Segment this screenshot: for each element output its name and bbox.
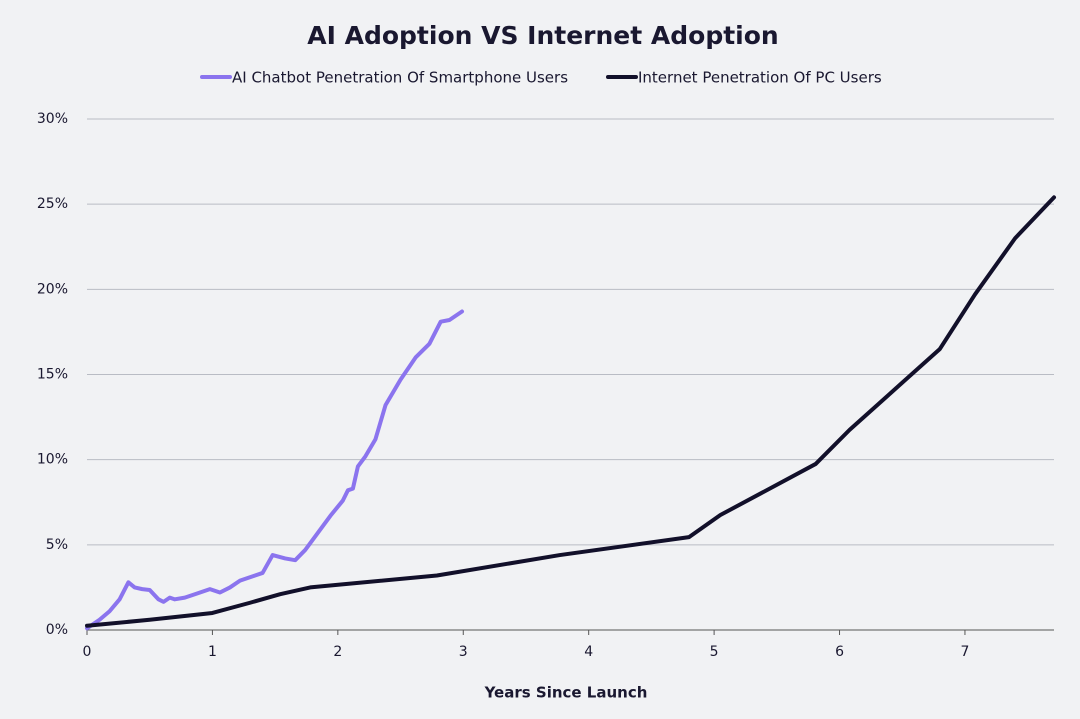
x-axis-label: Years Since Launch <box>484 684 648 702</box>
x-tick-label: 5 <box>710 644 719 660</box>
x-tick-label: 3 <box>459 644 468 660</box>
x-tick-label: 2 <box>333 644 342 660</box>
y-tick-label: 5% <box>46 537 68 553</box>
x-tick-label: 4 <box>584 644 593 660</box>
y-tick-label: 10% <box>37 452 68 468</box>
x-tick-label: 0 <box>83 644 92 660</box>
chart-title: AI Adoption VS Internet Adoption <box>307 21 778 50</box>
y-tick-label: 0% <box>46 622 68 638</box>
legend-label: Internet Penetration Of PC Users <box>638 69 882 87</box>
y-tick-label: 20% <box>37 281 68 297</box>
x-tick-label: 7 <box>960 644 969 660</box>
series-line <box>85 309 465 631</box>
legend-label: AI Chatbot Penetration Of Smartphone Use… <box>232 69 568 87</box>
y-tick-label: 25% <box>37 196 68 212</box>
y-tick-label: 15% <box>37 367 68 383</box>
x-tick-label: 1 <box>208 644 217 660</box>
series-line <box>85 195 1056 628</box>
x-tick-label: 6 <box>835 644 844 660</box>
y-tick-label: 30% <box>37 111 68 127</box>
